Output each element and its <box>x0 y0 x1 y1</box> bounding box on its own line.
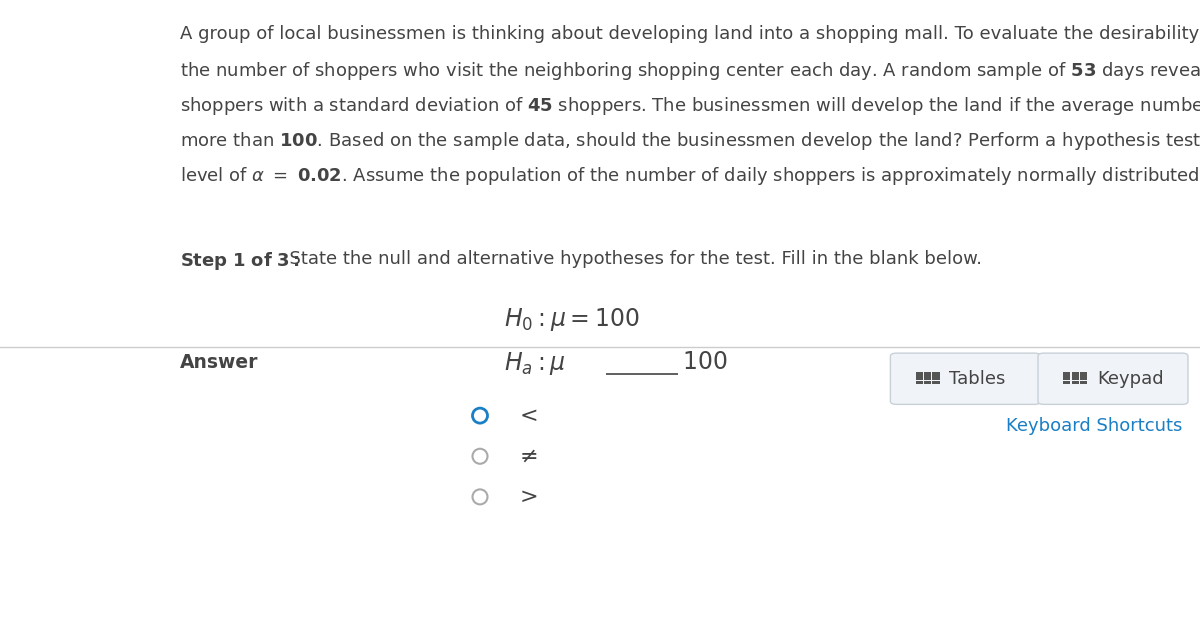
Text: >: > <box>520 487 539 507</box>
Bar <box>1080 372 1087 376</box>
Bar <box>1072 372 1079 376</box>
Ellipse shape <box>473 408 487 423</box>
Bar <box>924 381 931 384</box>
Text: $H_a :\mu$: $H_a :\mu$ <box>504 350 565 377</box>
Text: shoppers with a standard deviation of $\mathbf{45}$ shoppers. The businessmen wi: shoppers with a standard deviation of $\… <box>180 95 1200 117</box>
Ellipse shape <box>473 489 487 504</box>
Text: State the null and alternative hypotheses for the test. Fill in the blank below.: State the null and alternative hypothese… <box>278 250 983 268</box>
Text: the number of shoppers who visit the neighboring shopping center each day. A ran: the number of shoppers who visit the nei… <box>180 60 1200 82</box>
Bar <box>924 376 931 380</box>
Bar <box>932 376 940 380</box>
Bar <box>1080 376 1087 380</box>
Text: level of $\alpha$ $=$ $\mathbf{0.02}$. Assume the population of the number of da: level of $\alpha$ $=$ $\mathbf{0.02}$. A… <box>180 165 1200 187</box>
Bar <box>932 381 940 384</box>
Text: Keyboard Shortcuts: Keyboard Shortcuts <box>1006 417 1182 435</box>
Bar <box>1072 376 1079 380</box>
Ellipse shape <box>473 449 487 464</box>
Text: A group of local businessmen is thinking about developing land into a shopping m: A group of local businessmen is thinking… <box>180 25 1200 43</box>
Text: $100$: $100$ <box>682 350 727 374</box>
Bar <box>1080 381 1087 384</box>
Bar <box>1072 381 1079 384</box>
Bar <box>924 372 931 376</box>
Text: more than $\mathbf{100}$. Based on the sample data, should the businessmen devel: more than $\mathbf{100}$. Based on the s… <box>180 130 1200 152</box>
Bar <box>916 372 923 376</box>
Bar <box>932 372 940 376</box>
Text: Answer: Answer <box>180 353 258 372</box>
Text: Tables: Tables <box>949 370 1006 388</box>
Text: $H_0 :\mu = 100$: $H_0 :\mu = 100$ <box>504 306 640 333</box>
Bar <box>1063 381 1070 384</box>
Text: ≠: ≠ <box>520 446 539 466</box>
Bar <box>916 381 923 384</box>
FancyBboxPatch shape <box>1038 353 1188 404</box>
Bar <box>916 376 923 380</box>
Text: $\bf{Step\ 1\ of\ 3:}$: $\bf{Step\ 1\ of\ 3:}$ <box>180 250 300 272</box>
Text: <: < <box>520 406 539 426</box>
FancyBboxPatch shape <box>890 353 1040 404</box>
Bar <box>1063 376 1070 380</box>
Text: Keypad: Keypad <box>1097 370 1164 388</box>
Bar <box>1063 372 1070 376</box>
